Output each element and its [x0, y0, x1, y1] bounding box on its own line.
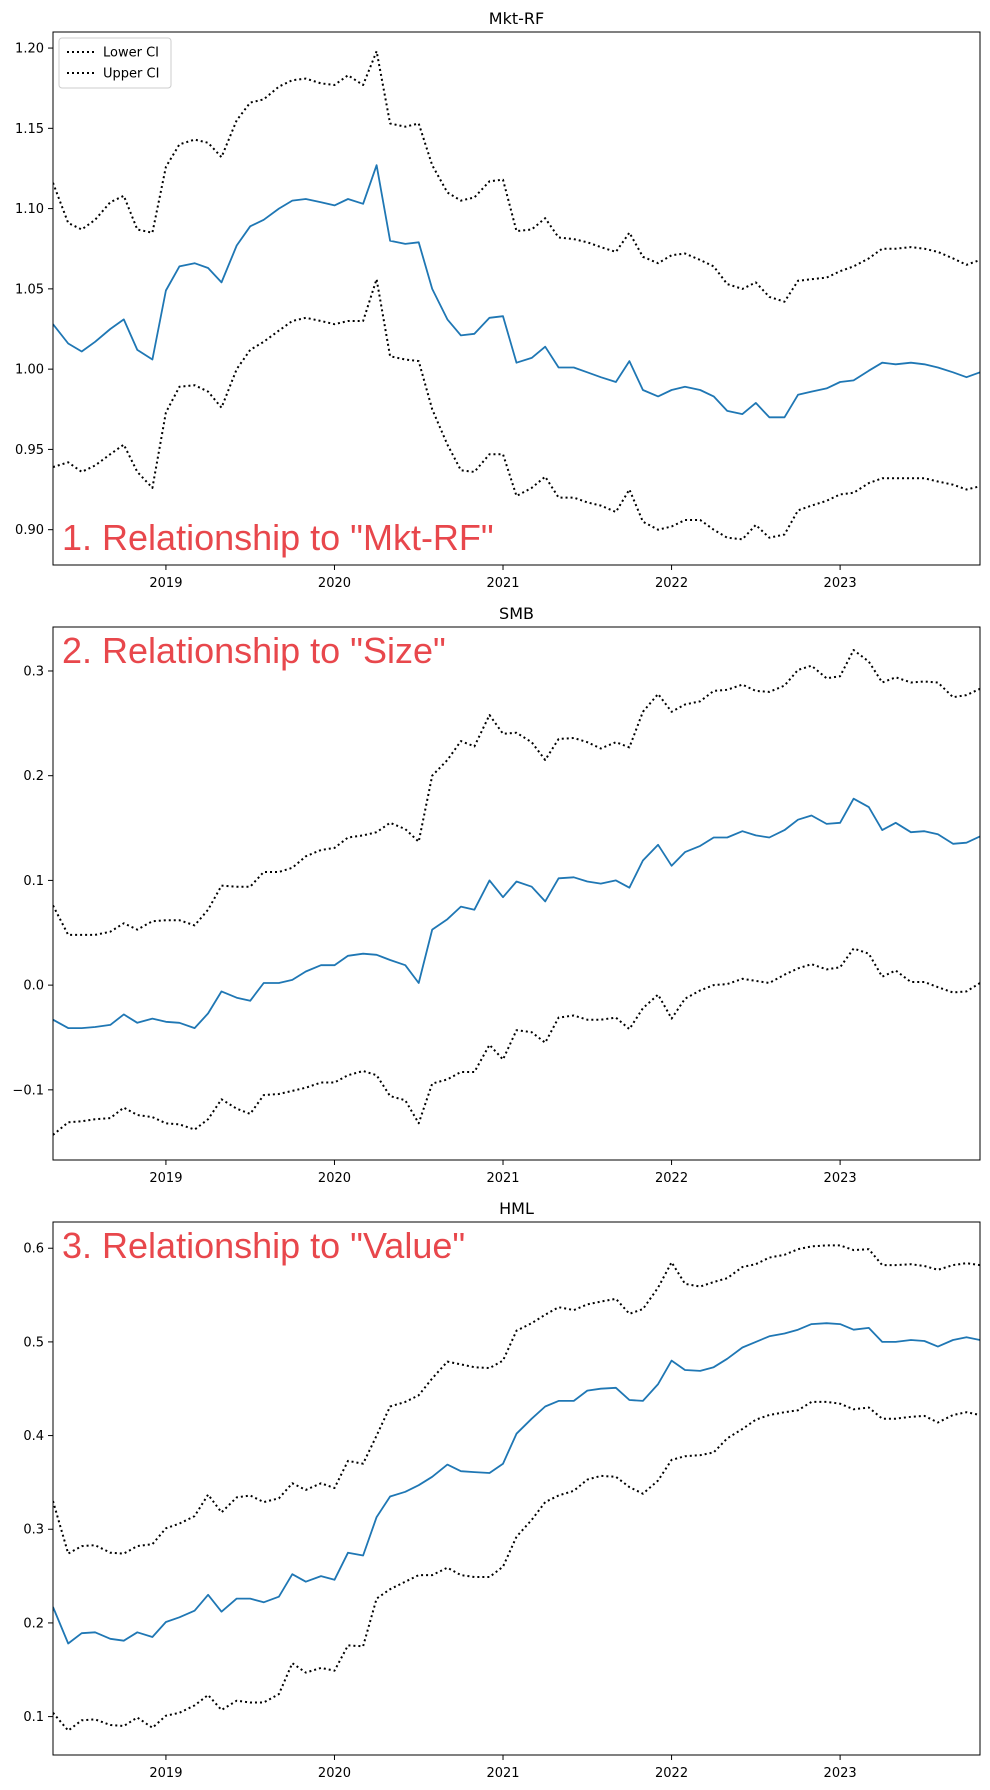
upper-ci-line — [53, 649, 980, 936]
x-tick-label: 2019 — [149, 1171, 182, 1186]
y-tick-label: 1.05 — [15, 282, 44, 297]
lower-ci-line — [53, 278, 980, 541]
annotation-text: 1. Relationship to "Mkt-RF" — [62, 517, 494, 558]
y-tick-label: 0.1 — [23, 874, 44, 889]
plot-frame — [52, 626, 981, 1161]
y-tick-label: 1.10 — [15, 202, 44, 217]
x-tick-label: 2020 — [318, 1766, 351, 1781]
panel-3: HML 0.1 0.2 0.3 0.4 0.5 0.6 2019 2020 2021 2022 202… — [23, 1199, 981, 1781]
y-tick-label: 0.5 — [23, 1335, 44, 1350]
y-tick-label: 0.95 — [15, 443, 44, 458]
y-tick-label: −0.1 — [12, 1083, 44, 1098]
annotation-text: 2. Relationship to "Size" — [62, 630, 446, 671]
y-tick-label: 0.6 — [23, 1242, 44, 1257]
panel-title: SMB — [499, 604, 534, 623]
lower-ci-line — [53, 1400, 980, 1732]
x-tick-label: 2019 — [149, 1766, 182, 1781]
x-tick-label: 2023 — [824, 1766, 857, 1781]
series-group — [53, 1244, 980, 1732]
series-group — [53, 50, 980, 541]
x-tick-label: 2019 — [149, 576, 182, 591]
y-tick-label: 0.2 — [23, 1616, 44, 1631]
upper-ci-line — [53, 1244, 980, 1555]
y-tick-label: 0.0 — [23, 979, 44, 994]
x-tick-label: 2022 — [655, 576, 688, 591]
legend-box — [58, 37, 172, 89]
y-tick-label: 1.00 — [15, 363, 44, 378]
x-tick-label: 2020 — [318, 1171, 351, 1186]
lower-ci-line — [53, 947, 980, 1136]
panel-2: SMB −0.1 0.0 0.1 0.2 0.3 2019 2020 2021 2022 2023 2… — [12, 604, 981, 1186]
y-tick-label: 0.90 — [15, 523, 44, 538]
legend: Lower CI Upper CI — [58, 37, 172, 89]
y-tick-label: 0.2 — [23, 769, 44, 784]
plot-frame — [52, 1221, 981, 1756]
panel-1: Mkt-RF 0.90 0.95 1.00 1.05 1.10 1.15 1.20 2019 20… — [15, 9, 981, 591]
x-tick-label: 2021 — [486, 1171, 519, 1186]
estimate-line — [53, 1322, 980, 1645]
x-tick-label: 2023 — [824, 1171, 857, 1186]
legend-label: Lower CI — [103, 46, 159, 61]
y-tick-label: 1.20 — [15, 42, 44, 57]
y-tick-label: 0.3 — [23, 1523, 44, 1538]
y-tick-label: 0.4 — [23, 1429, 44, 1444]
x-tick-label: 2021 — [486, 576, 519, 591]
estimate-line — [53, 164, 980, 419]
plot-frame — [52, 31, 981, 566]
x-tick-label: 2023 — [824, 576, 857, 591]
y-tick-label: 0.1 — [23, 1710, 44, 1725]
y-tick-label: 0.3 — [23, 664, 44, 679]
x-tick-label: 2020 — [318, 576, 351, 591]
x-tick-label: 2021 — [486, 1766, 519, 1781]
series-group — [53, 649, 980, 1136]
annotation-text: 3. Relationship to "Value" — [62, 1225, 465, 1266]
estimate-line — [53, 797, 980, 1029]
panel-title: HML — [499, 1199, 534, 1218]
x-tick-label: 2022 — [655, 1766, 688, 1781]
y-tick-label: 1.15 — [15, 122, 44, 137]
legend-label: Upper CI — [103, 67, 159, 82]
x-tick-label: 2022 — [655, 1171, 688, 1186]
panel-title: Mkt-RF — [489, 9, 544, 28]
